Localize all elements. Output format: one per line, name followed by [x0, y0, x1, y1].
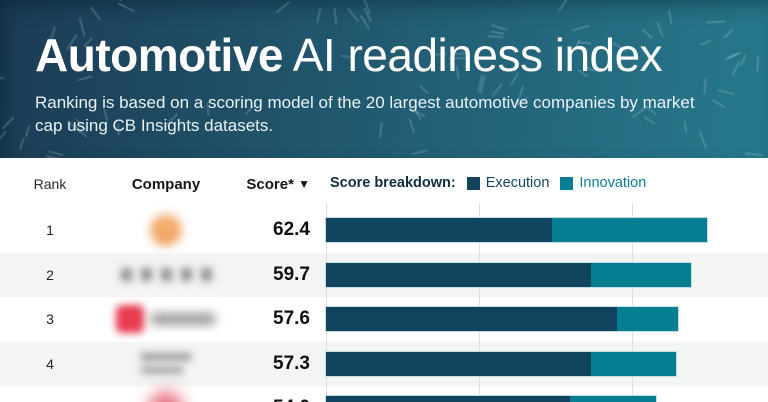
execution-swatch-icon: [466, 176, 480, 190]
table-row: 3 57.6: [0, 297, 768, 342]
score-value: 59.7: [273, 263, 310, 285]
rank-value: 5: [0, 386, 100, 402]
column-header-company: Company: [131, 176, 201, 193]
score-bar: [326, 351, 677, 376]
innovation-swatch-icon: [560, 176, 574, 190]
column-header-score-sort[interactable]: Score* ▼: [210, 176, 310, 193]
company-logo: [100, 253, 232, 298]
score-bar: [326, 396, 656, 402]
innovation-bar-segment: [569, 396, 656, 402]
score-value: 54.0: [210, 386, 310, 402]
innovation-bar-segment: [617, 307, 678, 331]
rank-value: 4: [46, 355, 54, 372]
score-value: 57.3: [273, 352, 310, 374]
legend-item-execution: Execution: [466, 175, 550, 191]
innovation-bar-segment: [552, 218, 708, 242]
column-header-score: Score*: [246, 176, 294, 193]
rank-value: 2: [46, 266, 54, 283]
page-title-rest: AI readiness index: [283, 29, 663, 81]
rank-value: 3: [46, 311, 54, 328]
table-body: 1 62.4 2 59.7 3 57.6: [0, 203, 768, 402]
chart-gridline: [326, 203, 327, 402]
table-row: 1 62.4: [0, 208, 768, 253]
sort-descending-icon: ▼: [298, 177, 310, 191]
burst-dashes-decoration: [0, 0, 763, 158]
table-row: 2 59.7: [0, 252, 768, 298]
chart-gridline: [478, 203, 480, 402]
innovation-bar-segment: [590, 351, 677, 376]
score-bar: [326, 218, 708, 242]
page-title: Automotive AI readiness index: [35, 28, 663, 82]
chart-gridline: [631, 203, 633, 402]
score-bar: [326, 262, 691, 287]
table-header: Rank Company Score* ▼ Score breakdown: E…: [0, 158, 768, 208]
score-breakdown-legend: Score breakdown: Execution Innovation: [330, 175, 646, 191]
rank-value: 1: [46, 222, 54, 239]
execution-bar-segment: [326, 396, 570, 402]
execution-bar-segment: [326, 351, 591, 376]
company-logo: [100, 342, 232, 387]
header-banner: Automotive AI readiness index Ranking is…: [0, 0, 768, 158]
innovation-bar-segment: [590, 262, 691, 287]
execution-bar-segment: [326, 262, 591, 287]
page-title-bold: Automotive: [35, 29, 284, 81]
legend-item-innovation: Innovation: [560, 175, 646, 191]
column-header-rank: Rank: [33, 176, 67, 192]
score-bar: [326, 307, 678, 331]
score-value: 62.4: [273, 219, 310, 241]
legend-label-execution: Execution: [485, 175, 550, 191]
company-logo: [100, 386, 232, 402]
page-subtitle: Ranking is based on a scoring model of t…: [35, 93, 695, 135]
company-logo: [100, 297, 232, 342]
legend-label-innovation: Innovation: [579, 175, 647, 191]
execution-bar-segment: [326, 218, 553, 242]
table-row: 4 57.3: [0, 341, 768, 387]
company-logo: [100, 208, 232, 253]
legend-caption: Score breakdown:: [330, 175, 456, 191]
score-value: 57.6: [273, 308, 310, 330]
table-row: 5 54.0: [0, 386, 768, 402]
execution-bar-segment: [326, 307, 618, 331]
